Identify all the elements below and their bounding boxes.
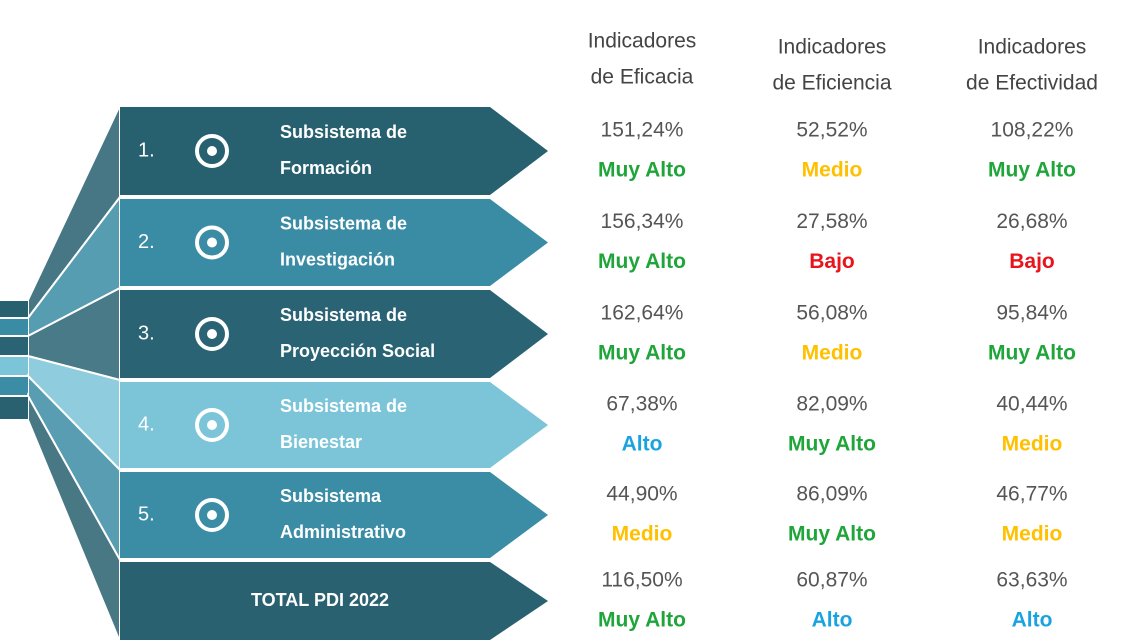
row-number: 3. bbox=[138, 322, 155, 344]
level: Bajo bbox=[1009, 250, 1055, 273]
subsystem-name: Subsistema de bbox=[280, 122, 407, 142]
percent: 67,38% bbox=[606, 393, 677, 416]
column-header: de Eficiencia bbox=[772, 72, 891, 95]
level: Muy Alto bbox=[598, 609, 686, 632]
icon-dot bbox=[207, 510, 217, 520]
level: Muy Alto bbox=[598, 159, 686, 182]
subsystem-name: Bienestar bbox=[280, 432, 362, 452]
row-number: 5. bbox=[138, 503, 155, 525]
row-number: 4. bbox=[138, 413, 155, 435]
column-header: Indicadores bbox=[978, 36, 1087, 59]
level: Medio bbox=[1002, 433, 1063, 456]
level: Medio bbox=[1002, 523, 1063, 546]
banner bbox=[120, 290, 548, 378]
icon bbox=[195, 225, 229, 260]
funnel-end bbox=[0, 357, 28, 375]
level: Muy Alto bbox=[988, 159, 1076, 182]
row-number: 1. bbox=[138, 139, 155, 161]
percent: 95,84% bbox=[996, 302, 1067, 325]
percent: 44,90% bbox=[606, 483, 677, 506]
subsystem-name: Subsistema de bbox=[280, 213, 407, 233]
percent: 60,87% bbox=[796, 569, 867, 592]
level: Medio bbox=[802, 159, 863, 182]
funnel-end bbox=[0, 397, 28, 419]
subsystem-name: Proyección Social bbox=[280, 341, 435, 361]
percent: 151,24% bbox=[601, 119, 684, 142]
percent: 108,22% bbox=[991, 119, 1074, 142]
level: Alto bbox=[622, 433, 663, 456]
icon bbox=[195, 134, 229, 168]
icon bbox=[195, 498, 229, 532]
percent: 56,08% bbox=[796, 302, 867, 325]
level: Alto bbox=[812, 609, 853, 632]
icon-dot bbox=[207, 329, 217, 339]
level: Muy Alto bbox=[788, 433, 876, 456]
percent: 156,34% bbox=[601, 210, 684, 233]
icon-dot bbox=[207, 146, 217, 156]
icon bbox=[195, 408, 229, 442]
funnel-end bbox=[0, 377, 28, 395]
subsystem-name: Subsistema de bbox=[280, 396, 407, 416]
row-number: 2. bbox=[138, 231, 155, 253]
column-header: Indicadores bbox=[778, 36, 887, 59]
level: Muy Alto bbox=[598, 342, 686, 365]
funnel-end bbox=[0, 319, 28, 335]
column-header: de Eficacia bbox=[591, 66, 694, 89]
level: Alto bbox=[1012, 609, 1053, 632]
icon bbox=[195, 317, 229, 351]
percent: 26,68% bbox=[996, 210, 1067, 233]
banner bbox=[120, 199, 548, 286]
banner bbox=[120, 382, 548, 468]
subsystem-name: Subsistema de bbox=[280, 305, 407, 325]
subsystem-name: Subsistema bbox=[280, 486, 382, 506]
percent: 52,52% bbox=[796, 119, 867, 142]
level: Medio bbox=[802, 342, 863, 365]
banner bbox=[120, 107, 548, 195]
level: Medio bbox=[612, 523, 673, 546]
level: Muy Alto bbox=[988, 342, 1076, 365]
level: Muy Alto bbox=[788, 523, 876, 546]
subsystem-name: Investigación bbox=[280, 249, 395, 269]
percent: 162,64% bbox=[601, 302, 684, 325]
level: Muy Alto bbox=[598, 250, 686, 273]
total-label: TOTAL PDI 2022 bbox=[251, 590, 389, 610]
column-header: Indicadores bbox=[588, 30, 697, 53]
percent: 27,58% bbox=[796, 210, 867, 233]
subsystem-name: Formación bbox=[280, 158, 372, 178]
percent: 63,63% bbox=[996, 569, 1067, 592]
column-header: de Efectividad bbox=[966, 72, 1098, 95]
funnel-end bbox=[0, 337, 28, 355]
level: Bajo bbox=[809, 250, 855, 273]
percent: 116,50% bbox=[601, 569, 682, 592]
icon-dot bbox=[207, 420, 217, 430]
banner bbox=[120, 562, 548, 640]
percent: 82,09% bbox=[796, 393, 867, 416]
funnel-end bbox=[0, 301, 28, 317]
banner bbox=[120, 472, 548, 558]
icon-dot bbox=[207, 237, 217, 248]
percent: 46,77% bbox=[996, 483, 1067, 506]
subsystem-name: Administrativo bbox=[280, 522, 406, 542]
percent: 40,44% bbox=[996, 393, 1067, 416]
percent: 86,09% bbox=[796, 483, 867, 506]
